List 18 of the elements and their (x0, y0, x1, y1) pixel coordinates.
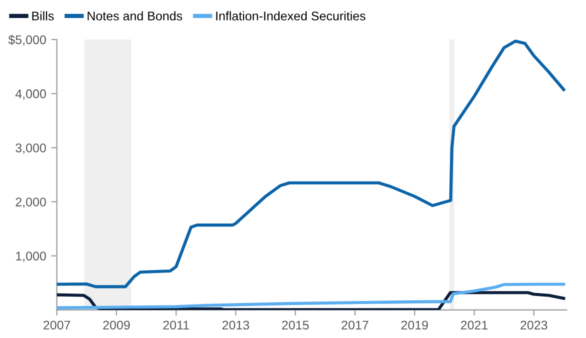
x-tick-label: 2007 (44, 320, 70, 330)
y-tick-label: $5,000 (8, 34, 46, 46)
legend-label: Notes and Bonds (88, 11, 182, 20)
y-tick-label: 4,000 (15, 89, 46, 100)
x-tick-label: 2017 (342, 320, 368, 330)
legend-label: Bills (32, 11, 54, 20)
x-tick-label: 2011 (163, 320, 189, 330)
legend-label: Inflation-Indexed Securities (216, 11, 366, 20)
y-tick-label: 2,000 (16, 198, 46, 208)
y-tick-label: 1,000 (16, 252, 46, 262)
x-tick-label: 2023 (520, 320, 548, 330)
x-tick-label: 2021 (460, 320, 488, 330)
x-tick-label: 2013 (222, 320, 250, 330)
x-tick-label: 2015 (282, 320, 309, 330)
x-tick-label: 2019 (401, 320, 428, 330)
line-series (56, 40, 566, 288)
x-tick-label: 2009 (103, 320, 130, 330)
y-tick-label: 3,000 (16, 144, 46, 154)
